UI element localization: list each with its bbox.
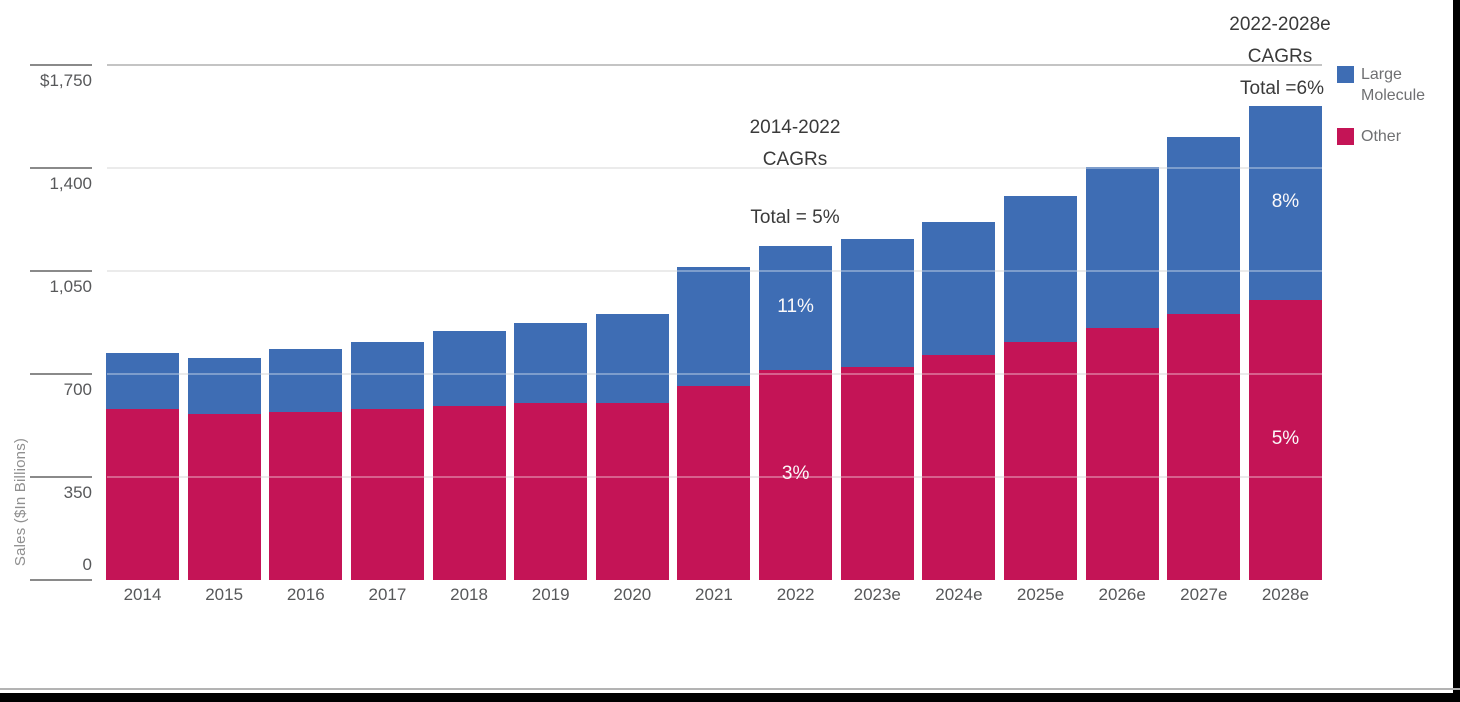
bar-large-molecule-2021 (677, 266, 751, 386)
y-tick-1400 (30, 167, 92, 169)
bar-other-2026e (1085, 328, 1159, 580)
bar-large-molecule-2028e (1248, 106, 1322, 301)
annotation-period-label: 2022-2028e (1229, 14, 1331, 35)
window-edge-bottom (0, 693, 1460, 702)
bar-large-molecule-2015 (187, 357, 261, 414)
x-axis-label-2020: 2020 (613, 585, 652, 604)
x-axis-label-2016: 2016 (286, 585, 325, 604)
y-tick-label: 700 (63, 380, 92, 399)
bar-other-2024e (922, 354, 996, 580)
bar-percentage-label-2028e-large-molecule: 8% (1271, 191, 1300, 213)
x-axis-label-2017: 2017 (368, 585, 407, 604)
x-axis-label-2021: 2021 (695, 585, 733, 604)
legend-item-other: Other (1337, 126, 1449, 147)
y-tick-label: 1,400 (49, 174, 92, 193)
bar-large-molecule-2018 (432, 331, 506, 407)
bar-large-molecule-2014 (106, 353, 179, 410)
bar-large-molecule-2027e (1167, 137, 1241, 314)
legend-swatch-large-molecule-icon (1337, 66, 1354, 83)
x-axis-label-2024e: 2024e (935, 585, 983, 604)
bar-large-molecule-2019 (514, 322, 588, 404)
x-axis-label-2028e: 2028e (1261, 585, 1310, 604)
x-axis-label-2019: 2019 (531, 585, 570, 604)
bar-other-2028e (1248, 300, 1322, 580)
bar-other-2021 (677, 385, 751, 580)
bar-large-molecule-2016 (269, 348, 343, 413)
annotation-cagrs-label: CAGRs (762, 149, 828, 170)
annotation-total-label: Total = 5% (750, 207, 840, 228)
y-tick-0 (30, 579, 92, 581)
gridline-overlay-1400 (107, 167, 1322, 169)
y-tick-1050 (30, 270, 92, 272)
legend-label-other: Other (1361, 128, 1402, 145)
bar-percentage-label-2022-large-molecule: 11% (777, 295, 814, 317)
bar-large-molecule-2025e (1004, 195, 1078, 342)
x-axis-label-2018: 2018 (450, 585, 488, 604)
y-tick-1750 (30, 64, 92, 66)
gridline-overlay-1050 (107, 270, 1322, 272)
gridline-overlay-350 (107, 476, 1322, 478)
x-axis-label-2022: 2022 (776, 585, 815, 604)
x-axis-label-2015: 2015 (205, 585, 244, 604)
y-tick-label: 350 (63, 483, 92, 502)
gridline-1400 (107, 167, 1322, 169)
bar-other-2022 (759, 369, 833, 580)
y-tick-700 (30, 373, 92, 375)
bar-percentage-label-2022-other: 3% (781, 462, 810, 484)
y-tick-label: 0 (82, 555, 92, 574)
gridline-1750 (107, 64, 1322, 66)
gridline-overlay-700 (107, 373, 1322, 375)
bar-large-molecule-2017 (350, 341, 424, 410)
bar-other-2020 (595, 403, 669, 580)
bar-large-molecule-2022 (759, 245, 833, 370)
bar-other-2015 (187, 413, 261, 580)
x-axis-label-2026e: 2026e (1098, 585, 1146, 604)
legend-item-large-molecule: Large Molecule (1337, 64, 1449, 106)
y-tick-label: $1,750 (40, 71, 92, 90)
legend-label-large-molecule: Large Molecule (1361, 66, 1426, 104)
bar-other-2017 (350, 409, 424, 580)
window-edge-right (1453, 0, 1460, 702)
bar-other-2019 (514, 403, 588, 580)
y-tick-350 (30, 476, 92, 478)
bar-large-molecule-2026e (1085, 166, 1159, 329)
annotation-cagrs-label: CAGRs (1247, 46, 1313, 67)
bar-other-2016 (269, 412, 343, 580)
y-tick-label: 1,050 (49, 277, 92, 296)
legend: Large Molecule Other (1337, 64, 1449, 147)
legend-swatch-other-icon (1337, 128, 1354, 145)
x-axis-label-2027e: 2027e (1180, 585, 1228, 604)
bar-large-molecule-2020 (595, 313, 669, 404)
x-axis-label-2014: 2014 (123, 585, 162, 604)
bar-other-2025e (1004, 341, 1078, 580)
annotation-total-label: Total =6% (1240, 78, 1324, 99)
annotation-period-label: 2014-2022 (749, 117, 841, 138)
bar-other-2018 (432, 406, 506, 580)
bar-other-2023e (840, 366, 914, 580)
window-bottom-divider (0, 688, 1460, 690)
x-axis-label-2025e: 2025e (1016, 585, 1065, 604)
bar-percentage-label-2028e-other: 5% (1271, 428, 1300, 450)
x-axis-label-2023e: 2023e (853, 585, 901, 604)
bar-other-2014 (106, 409, 179, 580)
bar-other-2027e (1167, 313, 1241, 580)
bar-large-molecule-2024e (922, 222, 996, 355)
bar-large-molecule-2023e (840, 238, 914, 367)
